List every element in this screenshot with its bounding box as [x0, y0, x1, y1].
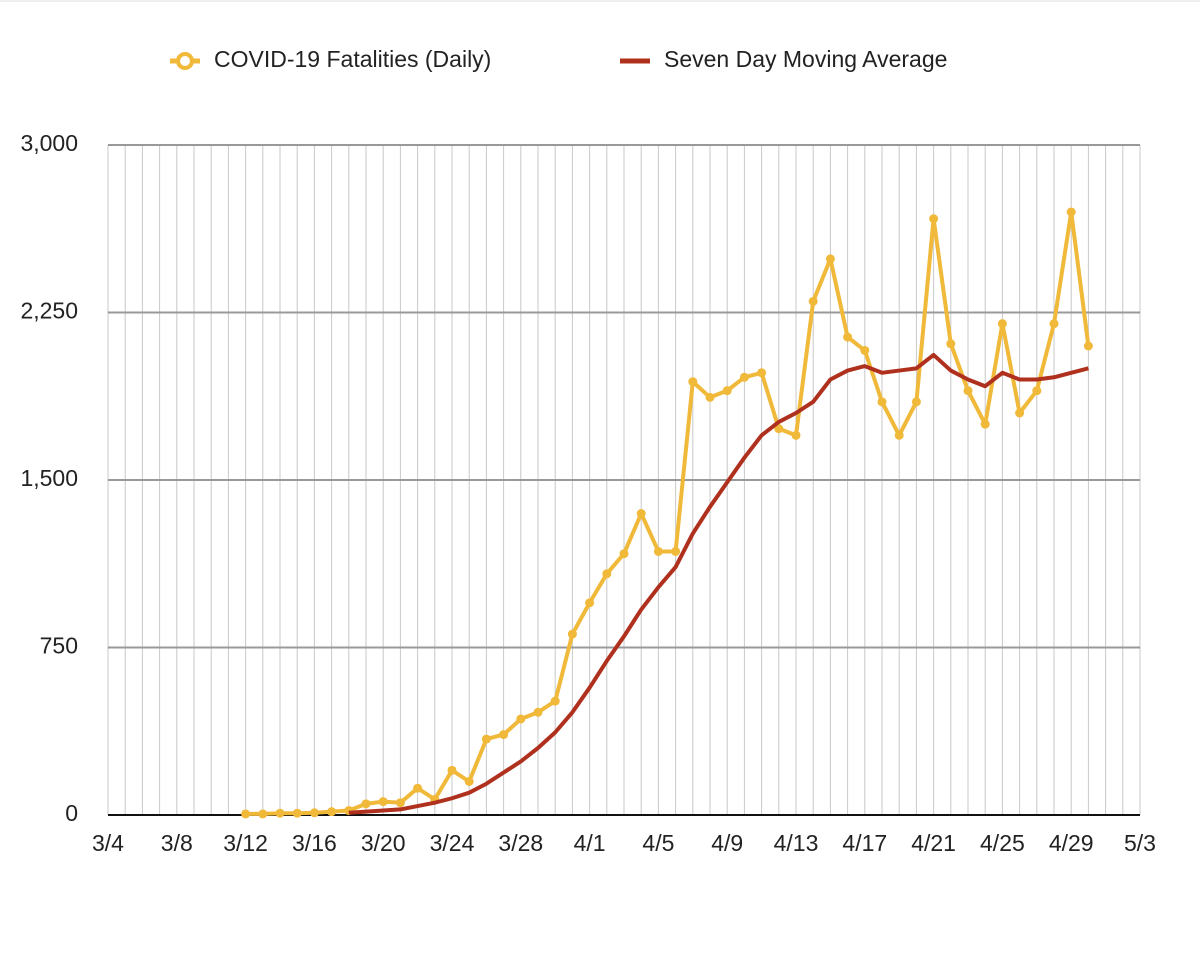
x-tick-label: 3/28 [498, 830, 543, 856]
data-point [241, 809, 251, 819]
data-point [327, 807, 337, 817]
data-point [929, 214, 939, 224]
series-line [245, 210, 1091, 816]
data-point [499, 730, 509, 740]
data-point [447, 765, 457, 775]
data-point [791, 430, 801, 440]
data-point [292, 808, 302, 818]
data-point [395, 798, 405, 808]
y-tick-label: 750 [40, 633, 78, 659]
data-point [963, 386, 973, 396]
data-point [1083, 341, 1093, 351]
x-tick-label: 4/29 [1049, 830, 1094, 856]
x-tick-label: 4/21 [911, 830, 956, 856]
data-point [808, 296, 818, 306]
x-tick-label: 3/4 [92, 830, 124, 856]
data-point [585, 598, 595, 608]
data-point [258, 809, 268, 819]
data-point [275, 808, 285, 818]
data-point [1049, 319, 1059, 329]
x-tick-label: 3/24 [430, 830, 475, 856]
x-tick-label: 4/1 [574, 830, 606, 856]
data-point [843, 332, 853, 342]
data-point [533, 707, 543, 717]
data-point [1032, 386, 1042, 396]
data-point [705, 392, 715, 402]
data-point [877, 397, 887, 407]
x-tick-label: 4/5 [642, 830, 674, 856]
data-point [516, 714, 526, 724]
data-point [653, 546, 663, 556]
x-tick-label: 3/8 [161, 830, 193, 856]
data-point [688, 377, 698, 387]
data-point [757, 368, 767, 378]
x-tick-label: 3/20 [361, 830, 406, 856]
data-point [361, 799, 371, 809]
data-point [550, 696, 560, 706]
data-point [894, 430, 904, 440]
data-point [619, 549, 629, 559]
x-tick-label: 4/13 [774, 830, 819, 856]
data-point [464, 777, 474, 786]
x-tick-label: 3/12 [223, 830, 268, 856]
legend-marker [176, 52, 194, 70]
data-point [378, 797, 388, 807]
y-tick-label: 2,250 [20, 298, 78, 324]
data-point [774, 424, 784, 434]
series-line [348, 352, 1089, 815]
data-point [481, 734, 491, 744]
data-point [309, 808, 319, 818]
data-point [946, 339, 956, 349]
x-tick-label: 5/3 [1124, 830, 1156, 856]
data-point [567, 629, 577, 639]
y-tick-label: 0 [65, 800, 78, 826]
y-tick-label: 1,500 [20, 465, 78, 491]
data-point [722, 386, 732, 396]
data-point [671, 546, 681, 556]
data-point [911, 397, 921, 407]
x-tick-label: 4/25 [980, 830, 1025, 856]
data-point [636, 509, 646, 518]
x-tick-label: 3/16 [292, 830, 337, 856]
legend-label: Seven Day Moving Average [664, 46, 947, 72]
data-point [825, 254, 835, 264]
x-tick-label: 4/17 [842, 830, 887, 856]
x-tick-label: 4/9 [711, 830, 743, 856]
data-point [980, 419, 990, 429]
data-point [860, 345, 870, 355]
data-point [1066, 207, 1076, 217]
legend-label: COVID-19 Fatalities (Daily) [214, 46, 491, 72]
data-point [602, 569, 612, 579]
data-point [413, 783, 423, 793]
data-point [739, 372, 749, 382]
y-tick-label: 3,000 [20, 130, 78, 156]
data-point [1015, 408, 1025, 418]
data-point [997, 319, 1007, 329]
